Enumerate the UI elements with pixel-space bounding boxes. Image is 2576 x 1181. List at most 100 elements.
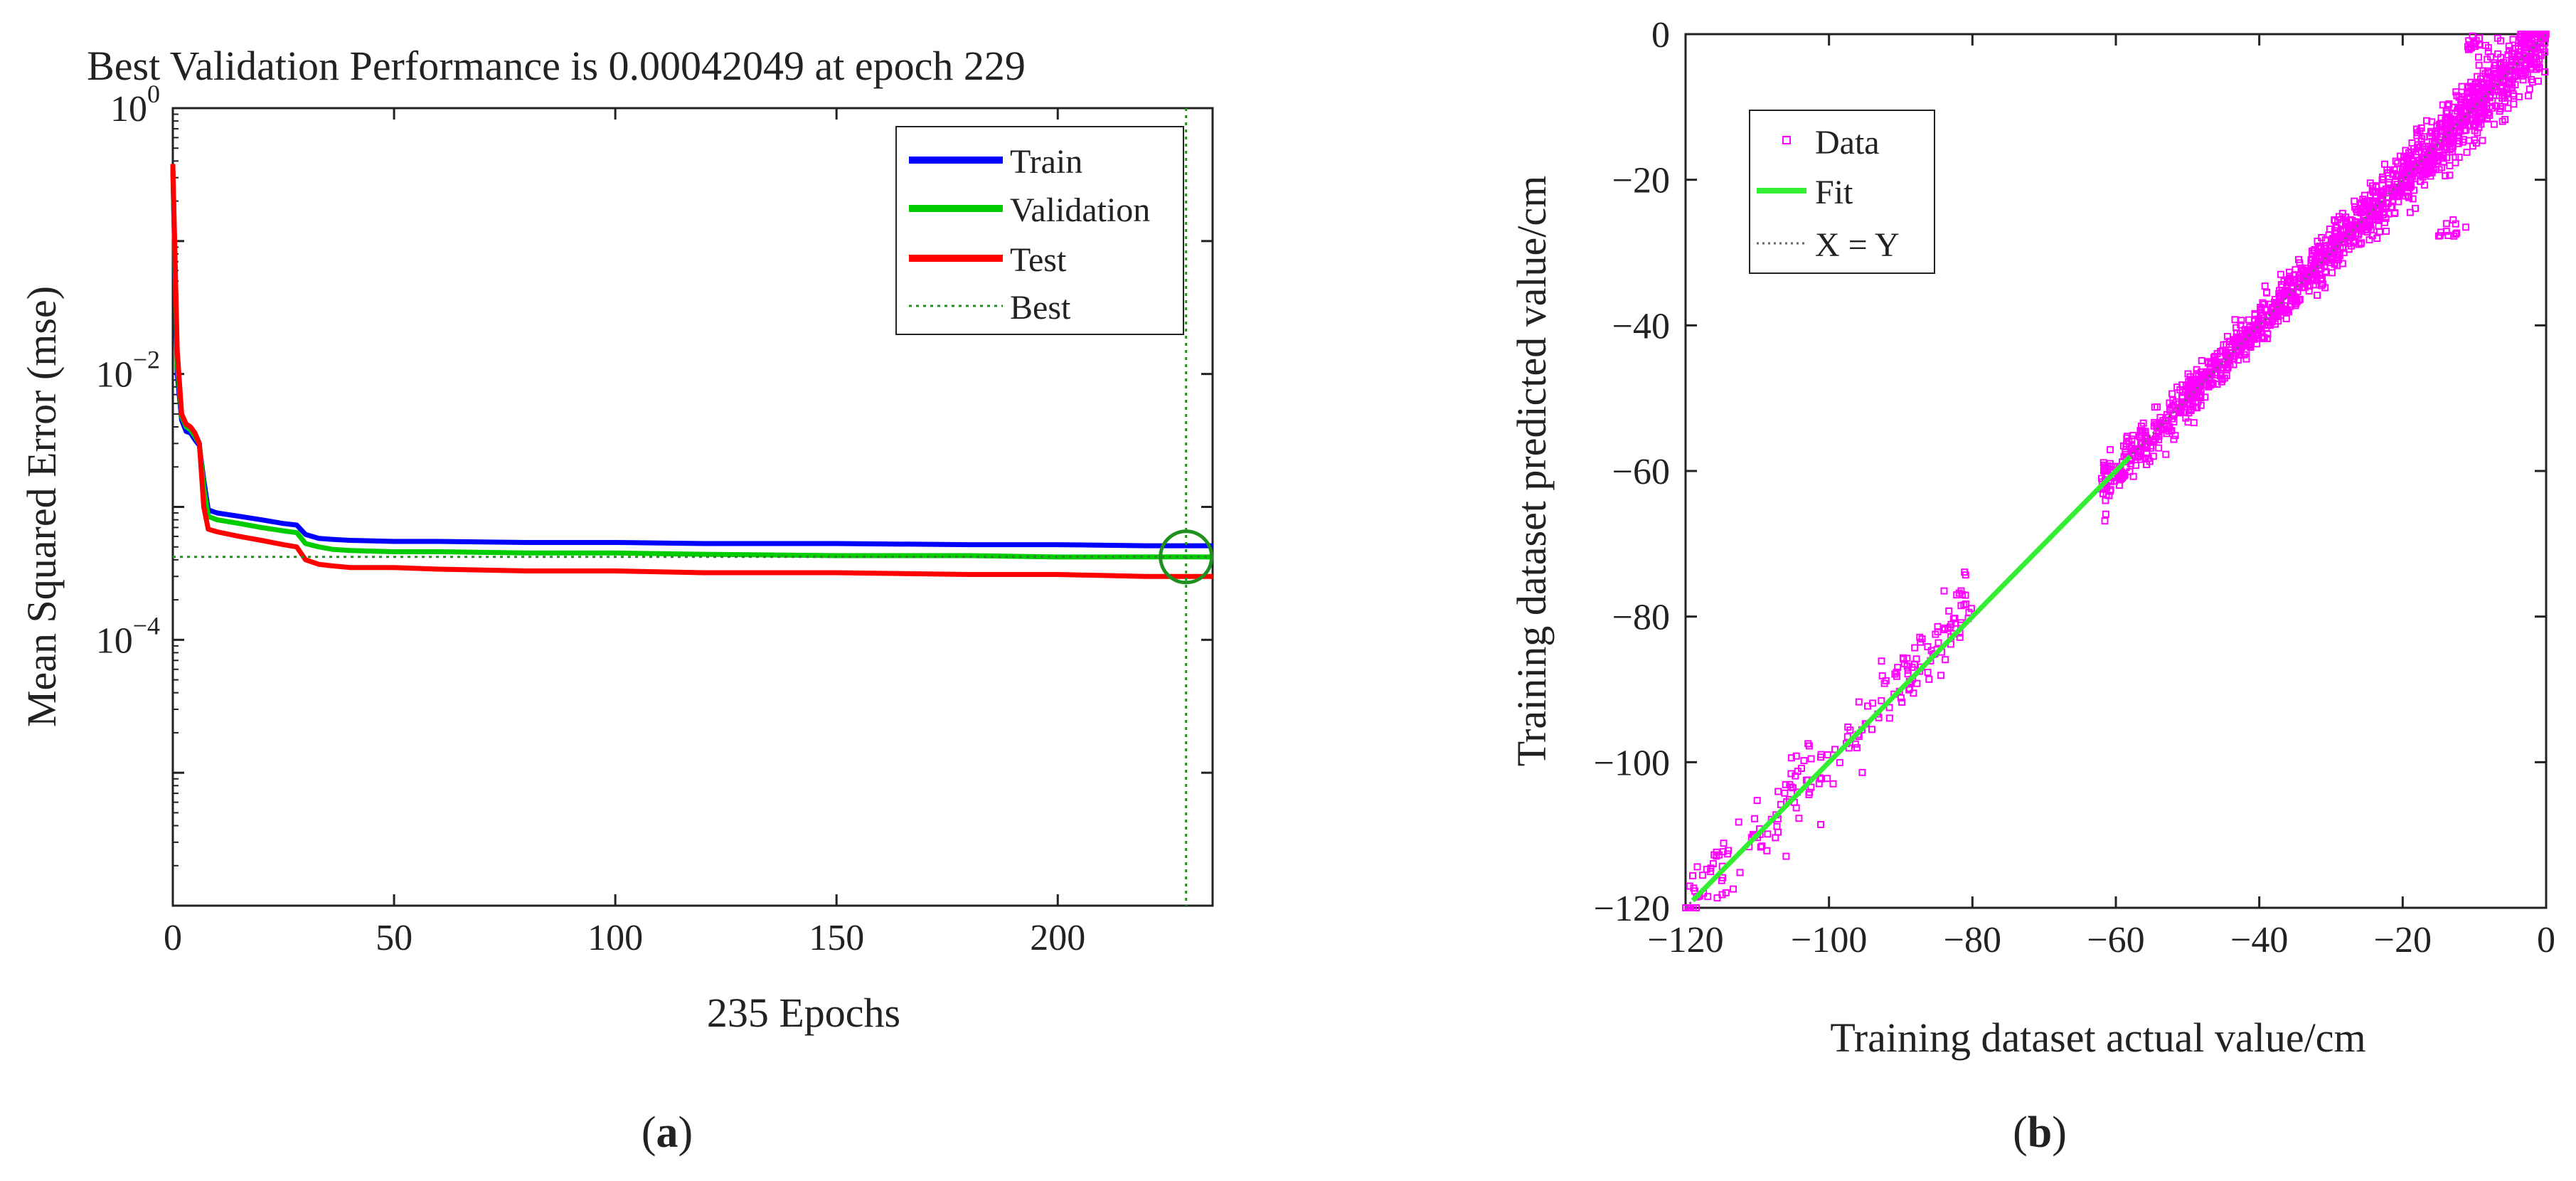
data-point <box>2267 300 2274 308</box>
data-point <box>1686 882 1693 890</box>
y-tick-base: 10 <box>110 89 147 129</box>
legend-fit-label: Fit <box>1815 174 1853 211</box>
data-point <box>2123 440 2131 447</box>
data-point <box>2458 95 2466 103</box>
data-point <box>2319 275 2326 282</box>
data-point <box>2438 120 2446 128</box>
x-tick-label: 100 <box>587 918 643 958</box>
data-point <box>2442 228 2450 235</box>
data-point <box>2476 92 2484 100</box>
data-point <box>2219 346 2227 354</box>
data-point <box>2383 228 2390 235</box>
data-point <box>2408 139 2416 147</box>
data-point <box>2372 198 2380 206</box>
data-point <box>2263 334 2271 342</box>
data-point <box>2244 330 2252 338</box>
data-point <box>1960 601 1968 609</box>
caption-a-letter: a <box>656 1108 678 1157</box>
data-point <box>2411 175 2419 183</box>
data-point <box>2508 50 2516 57</box>
data-point <box>2178 381 2186 389</box>
data-point <box>2394 173 2401 180</box>
data-point <box>2338 209 2346 217</box>
data-point <box>2161 425 2168 433</box>
data-point <box>2257 327 2264 335</box>
data-point <box>2165 425 2173 433</box>
data-point <box>2354 206 2362 214</box>
data-point <box>1937 672 1945 679</box>
data-point <box>1718 877 1725 884</box>
data-point <box>2505 42 2513 50</box>
data-point <box>1967 605 1975 613</box>
data-point <box>2277 304 2285 312</box>
data-point <box>2213 365 2220 373</box>
data-point <box>1787 754 1795 762</box>
caption-a: (a) <box>642 1108 693 1157</box>
data-point <box>2475 109 2482 117</box>
data-point <box>1807 783 1815 791</box>
data-point <box>2425 169 2432 177</box>
y-tick-label: −100 <box>1594 743 1670 783</box>
data-point <box>2516 51 2524 59</box>
y-tick-exponent: −2 <box>133 346 160 374</box>
data-point <box>2459 112 2466 120</box>
data-point <box>2466 95 2474 103</box>
data-point <box>2141 455 2149 462</box>
data-point <box>2164 413 2172 421</box>
data-point <box>1898 699 1906 706</box>
y-tick-label: 10−4 <box>96 611 160 661</box>
data-point <box>2391 209 2399 217</box>
data-point <box>2198 356 2205 364</box>
data-point <box>2467 83 2475 90</box>
data-point <box>2277 270 2284 278</box>
data-point <box>1704 893 1712 901</box>
data-point <box>2393 183 2400 191</box>
data-point <box>2497 37 2505 45</box>
data-point <box>2521 62 2529 70</box>
data-point <box>2452 231 2459 238</box>
legend-xy-label: X = Y <box>1815 226 1900 264</box>
data-point <box>1764 830 1772 838</box>
data-point <box>2421 181 2429 189</box>
data-point <box>1925 675 1933 683</box>
data-point <box>2143 443 2151 450</box>
data-point <box>2381 160 2388 168</box>
data-point <box>2135 452 2143 460</box>
data-point <box>1853 744 1861 752</box>
data-point <box>2138 423 2145 430</box>
data-point <box>2101 517 2109 525</box>
x-tick-label: 0 <box>2537 920 2555 960</box>
data-point <box>1691 887 1698 895</box>
data-point <box>2469 115 2477 122</box>
data-point <box>2508 58 2516 66</box>
data-point <box>2166 406 2173 414</box>
data-point <box>2127 445 2135 452</box>
legend-train-label: Train <box>1010 143 1082 181</box>
data-point <box>2348 225 2356 232</box>
data-point <box>1804 740 1812 748</box>
data-point <box>1918 635 1926 643</box>
data-point <box>2170 435 2178 443</box>
data-point <box>2136 433 2144 440</box>
data-point <box>1904 670 1912 678</box>
data-point <box>2332 229 2340 237</box>
data-point <box>2457 105 2464 112</box>
data-point <box>2372 182 2380 190</box>
data-point <box>2168 390 2176 398</box>
data-point <box>2423 117 2430 125</box>
legend-best-label: Best <box>1010 289 1071 327</box>
data-point <box>2365 216 2373 224</box>
data-point <box>1817 821 1824 828</box>
data-point <box>2412 204 2419 212</box>
data-point <box>1924 669 1932 677</box>
data-point <box>2242 348 2250 356</box>
data-point <box>2446 171 2454 179</box>
data-point <box>1891 670 1899 678</box>
data-point <box>1843 733 1851 741</box>
data-point <box>2277 300 2284 308</box>
x-tick-label: 50 <box>376 918 413 958</box>
data-point <box>2462 223 2470 231</box>
data-point <box>2452 153 2459 161</box>
data-point <box>2162 450 2170 458</box>
panel-a-chart: Best Validation Performance is 0.0004204… <box>18 43 1214 1036</box>
